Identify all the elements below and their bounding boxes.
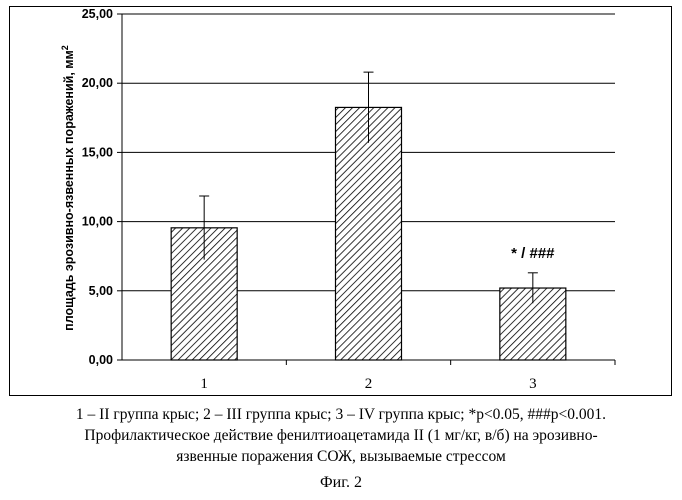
caption-title-line-2: язвенные поражения СОЖ, вызываемые стрес… xyxy=(0,446,682,467)
figure-caption: 1 – II группа крыс; 2 – III группа крыс;… xyxy=(0,404,682,467)
labels: 0,00 5,00 10,00 15,00 20,00 25,00 1 2 3 * / ### xyxy=(82,7,555,392)
x-tick-label-2: 2 xyxy=(365,376,373,392)
figure-label: Фиг. 2 xyxy=(0,474,682,492)
y-tick-label: 15,00 xyxy=(82,145,113,159)
y-axis-title-text: площадь эрозивно-язвенных поражений, мм xyxy=(62,50,76,331)
x-tick-label-1: 1 xyxy=(200,376,208,392)
y-tick-label: 25,00 xyxy=(82,7,113,21)
y-tick-label: 5,00 xyxy=(89,284,113,298)
bar-2 xyxy=(336,107,402,360)
y-tick-label: 10,00 xyxy=(82,215,113,229)
caption-legend-line: 1 – II группа крыс; 2 – III группа крыс;… xyxy=(0,404,682,425)
bars xyxy=(171,72,566,360)
y-tick-label: 20,00 xyxy=(82,76,113,90)
bar-chart: 0,00 5,00 10,00 15,00 20,00 25,00 1 2 3 * / ### п… xyxy=(0,0,682,400)
y-tick-label: 0,00 xyxy=(89,353,113,367)
significance-annotation: * / ### xyxy=(511,245,555,262)
y-axis-title: площадь эрозивно-язвенных поражений, мм2 xyxy=(60,45,76,331)
y-axis-title-superscript: 2 xyxy=(60,45,70,50)
caption-title-line: Профилактическое действие фенилтиоацетам… xyxy=(0,425,682,446)
x-tick-label-3: 3 xyxy=(529,376,537,392)
